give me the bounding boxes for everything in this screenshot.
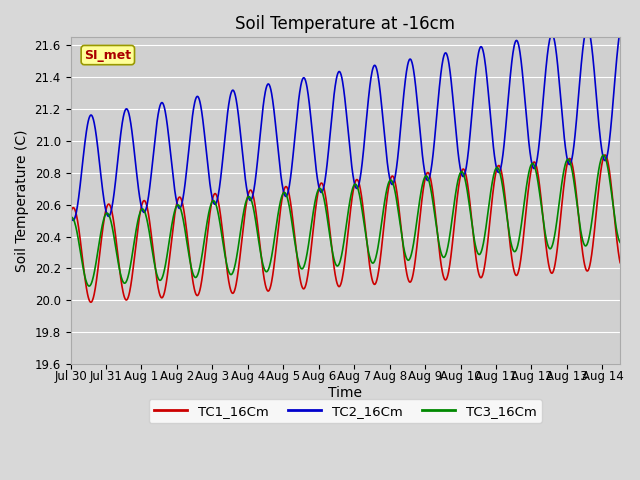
TC2_16Cm bbox=[67, 212, 74, 218]
Line: TC3_16Cm: TC3_16Cm bbox=[70, 155, 620, 286]
TC2_16Cm bbox=[483, 73, 490, 79]
TC1_16Cm bbox=[483, 248, 490, 254]
TC3_16Cm bbox=[176, 204, 184, 210]
TC2_16Cm bbox=[166, 142, 173, 148]
Line: TC1_16Cm: TC1_16Cm bbox=[70, 155, 620, 302]
TC2_16Cm bbox=[544, 49, 552, 55]
X-axis label: Time: Time bbox=[328, 386, 362, 400]
Text: SI_met: SI_met bbox=[84, 48, 131, 61]
TC1_16Cm bbox=[176, 194, 184, 200]
TC1_16Cm bbox=[616, 260, 624, 265]
TC2_16Cm bbox=[584, 25, 591, 31]
TC1_16Cm bbox=[226, 282, 234, 288]
TC3_16Cm bbox=[226, 270, 234, 276]
Line: TC2_16Cm: TC2_16Cm bbox=[70, 28, 620, 220]
TC3_16Cm bbox=[67, 215, 74, 221]
TC2_16Cm bbox=[176, 205, 184, 211]
Title: Soil Temperature at -16cm: Soil Temperature at -16cm bbox=[236, 15, 455, 33]
TC2_16Cm bbox=[616, 27, 624, 33]
TC3_16Cm bbox=[85, 283, 93, 289]
TC1_16Cm bbox=[275, 216, 283, 221]
TC3_16Cm bbox=[275, 204, 283, 210]
TC1_16Cm bbox=[87, 300, 95, 305]
Y-axis label: Soil Temperature (C): Soil Temperature (C) bbox=[15, 130, 29, 272]
TC3_16Cm bbox=[616, 240, 624, 245]
TC3_16Cm bbox=[166, 236, 173, 242]
TC3_16Cm bbox=[600, 152, 607, 158]
TC2_16Cm bbox=[275, 159, 283, 165]
TC1_16Cm bbox=[601, 152, 609, 158]
Legend: TC1_16Cm, TC2_16Cm, TC3_16Cm: TC1_16Cm, TC2_16Cm, TC3_16Cm bbox=[149, 399, 542, 423]
TC3_16Cm bbox=[544, 242, 552, 248]
TC3_16Cm bbox=[483, 219, 490, 225]
TC2_16Cm bbox=[69, 217, 77, 223]
TC2_16Cm bbox=[226, 97, 234, 103]
TC1_16Cm bbox=[67, 210, 74, 216]
TC1_16Cm bbox=[544, 256, 552, 262]
TC1_16Cm bbox=[166, 254, 173, 260]
